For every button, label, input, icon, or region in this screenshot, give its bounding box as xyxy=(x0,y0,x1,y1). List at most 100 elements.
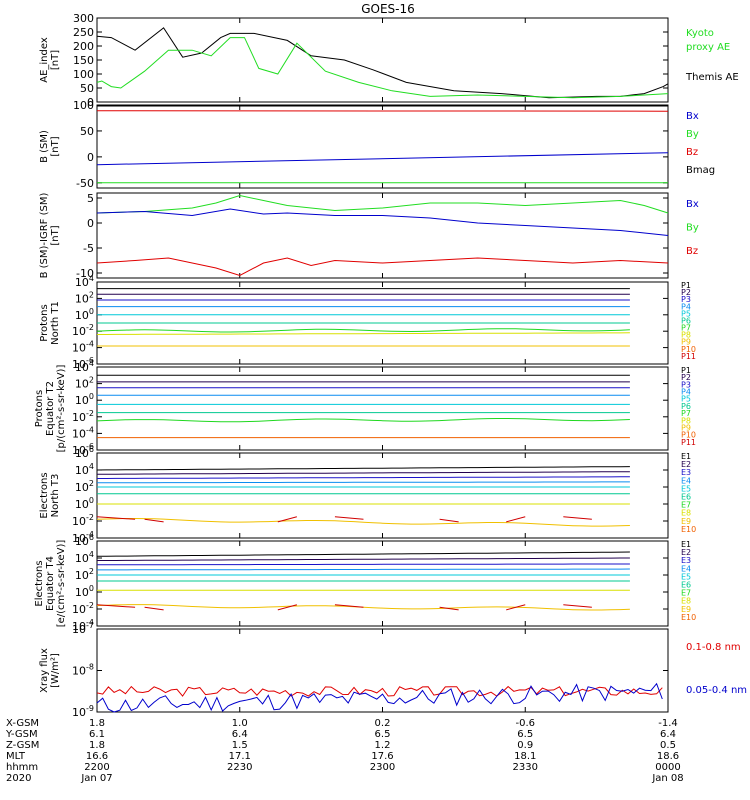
y-tick-exponent: 6 xyxy=(89,445,94,454)
figure-title: GOES-16 xyxy=(361,2,415,16)
y-tick-exponent: 0 xyxy=(89,584,94,593)
legend-label: Bx xyxy=(686,199,699,210)
plot-area xyxy=(96,682,663,713)
y-tick-label: 50 xyxy=(80,82,94,95)
series-0-05-0-4-nm xyxy=(96,682,663,713)
series-fragment-e10 xyxy=(334,604,364,608)
y-tick-exponent: -4 xyxy=(86,530,94,539)
bottom-value: Jan 07 xyxy=(80,773,112,784)
y-tick-label: 250 xyxy=(73,26,94,39)
y-axis-label: [e/(cm²-s-sr-keV)] xyxy=(56,540,67,628)
series-bx xyxy=(96,152,669,166)
series-fragment-e10 xyxy=(334,516,364,520)
channel-legend-label: E8 xyxy=(681,597,691,606)
channel-legend-label: P7 xyxy=(681,324,691,333)
y-tick-exponent: -2 xyxy=(86,409,94,418)
y-tick-exponent: 0 xyxy=(89,307,94,316)
series-bz xyxy=(96,257,669,277)
series-bx xyxy=(96,208,669,236)
bottom-value: 1.8 xyxy=(89,718,105,729)
y-axis-label: Protons xyxy=(39,304,50,341)
channel-legend-label: E1 xyxy=(681,452,691,461)
series-fragment-e10 xyxy=(144,518,164,523)
y-tick-exponent: 4 xyxy=(89,274,94,283)
series-fragment-e10 xyxy=(277,516,297,523)
plot-area xyxy=(96,466,630,527)
channel-legend-label: P1 xyxy=(681,281,691,290)
y-tick-label: 102 xyxy=(75,479,94,494)
y-tick-exponent: 0 xyxy=(89,392,94,401)
legend-label: Bz xyxy=(686,147,698,158)
y-tick-label: -50 xyxy=(76,177,94,190)
y-tick-label: 10-2 xyxy=(72,601,94,616)
series-fragment-e10 xyxy=(563,516,592,520)
y-tick-exponent: -7 xyxy=(86,621,94,630)
y-tick-label: 104 xyxy=(75,359,94,374)
channel-legend-label: P1 xyxy=(681,366,691,375)
channel-legend-label: E6 xyxy=(681,493,691,502)
channel-legend-label: E4 xyxy=(681,476,691,485)
channel-legend-label: E8 xyxy=(681,509,691,518)
series-fragment-e10 xyxy=(96,604,136,608)
panel-bigrf: 5 0 -5 -10 B (SM)-IGRF (SM) [nT] Bx By Bz xyxy=(39,192,699,280)
series-e2 xyxy=(97,557,630,561)
y-tick-exponent: -2 xyxy=(86,601,94,610)
bottom-value: 6.4 xyxy=(232,729,248,740)
bottom-value: 2330 xyxy=(513,762,538,773)
y-axis-label: Xray flux xyxy=(39,648,50,693)
y-tick-label: 104 xyxy=(75,462,94,477)
y-axis-label: North T1 xyxy=(50,301,61,345)
legend-label: proxy AE xyxy=(686,42,730,53)
bottom-row-label: X-GSM xyxy=(6,718,39,729)
y-tick-label: -10 xyxy=(76,267,94,280)
y-tick-label: 50 xyxy=(80,125,94,138)
y-tick-label: 0 xyxy=(87,151,94,164)
channel-legend-label: P7 xyxy=(681,409,691,418)
y-axis-label: [W/m²] xyxy=(50,653,61,688)
y-tick-label: 104 xyxy=(75,550,94,565)
y-tick-exponent: -9 xyxy=(86,704,94,713)
y-tick-label: 100 xyxy=(75,392,94,407)
plot-area xyxy=(96,288,630,347)
channel-legend-label: P3 xyxy=(681,295,691,304)
series-themis-ae xyxy=(96,27,669,99)
series-bz xyxy=(96,110,669,112)
series-by xyxy=(96,194,669,214)
series-fragment-e10 xyxy=(506,516,526,523)
legend-label: 0.05-0.4 nm xyxy=(686,685,747,696)
bottom-row-label: Y-GSM xyxy=(5,729,38,740)
bottom-row-label: 2020 xyxy=(6,773,31,784)
series-fragment-e10 xyxy=(96,516,136,520)
channel-legend-label: P10 xyxy=(681,431,696,440)
channel-legend-label: P11 xyxy=(681,352,696,361)
legend-label: Kyoto xyxy=(686,28,714,39)
y-axis-label: [p/(cm²-s-sr-keV)] xyxy=(56,365,67,453)
y-axis-label: [nT] xyxy=(50,225,61,245)
bottom-row-label: hhmm xyxy=(6,762,38,773)
y-tick-label: 10-2 xyxy=(72,409,94,424)
series-0-1-0-8-nm xyxy=(96,685,663,697)
y-tick-label: 10-2 xyxy=(72,513,94,528)
channel-legend-label: E5 xyxy=(681,484,691,493)
y-tick-label: 102 xyxy=(75,567,94,582)
channel-legend-label: P10 xyxy=(681,345,696,354)
plot-area xyxy=(96,374,630,439)
y-tick-label: 10-2 xyxy=(72,323,94,338)
series-e4 xyxy=(97,568,630,571)
channel-legend-label: E6 xyxy=(681,581,691,590)
bottom-value: 6.4 xyxy=(660,729,676,740)
y-tick-exponent: 2 xyxy=(89,376,94,385)
panel-frame xyxy=(96,104,669,189)
y-tick-label: 300 xyxy=(73,12,94,25)
channel-legend-label: E9 xyxy=(681,605,691,614)
bottom-value: 2200 xyxy=(84,762,109,773)
plot-area xyxy=(96,551,630,611)
y-tick-exponent: 6 xyxy=(89,533,94,542)
y-tick-exponent: 2 xyxy=(89,479,94,488)
y-tick-exponent: -4 xyxy=(86,340,94,349)
y-tick-exponent: 0 xyxy=(89,496,94,505)
panel-xray: 10-7 10-8 10-9 Xray flux [W/m²] 0.1-0.8 nm 0.0… xyxy=(39,621,747,719)
bottom-value: 1.8 xyxy=(89,740,105,751)
